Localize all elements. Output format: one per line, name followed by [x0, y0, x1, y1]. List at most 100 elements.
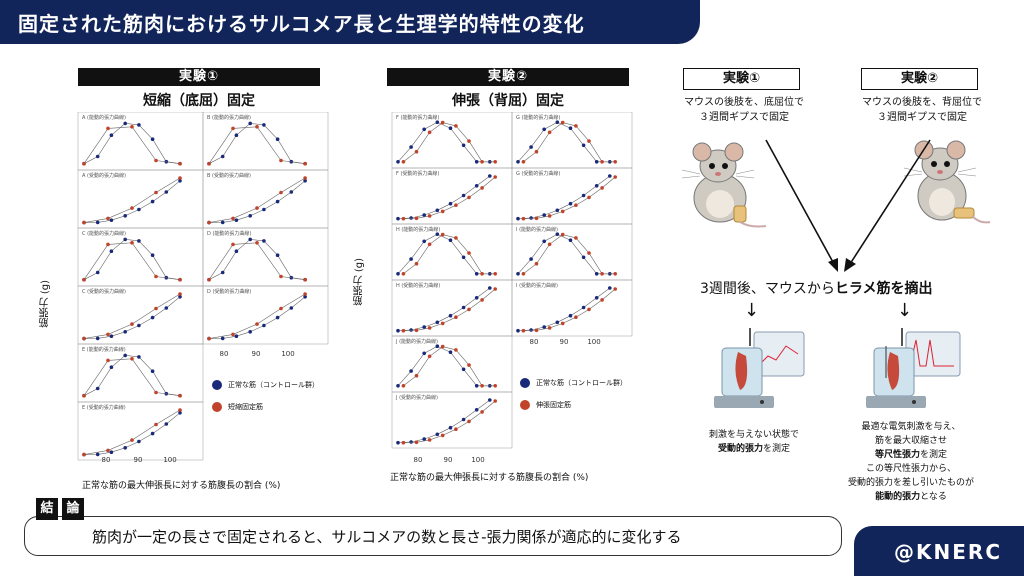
series-line: [208, 126, 306, 164]
data-point: [82, 336, 86, 341]
desc-line: 筋を最大収縮させ: [874, 436, 947, 446]
left-legend: 正常な筋（コントロール群） 短縮固定筋: [212, 380, 319, 424]
legend-dot-red: [520, 400, 530, 410]
data-point: [461, 143, 466, 148]
data-point: [82, 393, 86, 398]
data-point: [275, 199, 280, 204]
data-point: [427, 242, 432, 247]
series-line: [83, 296, 181, 339]
series-line: [403, 346, 496, 387]
data-point: [448, 350, 453, 354]
data-point: [303, 176, 307, 180]
data-point: [435, 320, 440, 325]
data-point: [164, 190, 169, 194]
data-point: [303, 161, 307, 166]
data-point: [150, 315, 155, 320]
series-line: [208, 177, 306, 223]
data-point: [220, 220, 225, 225]
data-point: [414, 149, 419, 154]
series-line: [403, 122, 496, 163]
active-tension-apparatus: [866, 328, 961, 408]
desc-text: を測定: [920, 450, 948, 460]
data-point: [613, 160, 617, 164]
data-point: [448, 425, 453, 430]
series-line: [403, 234, 496, 275]
data-point: [587, 251, 591, 255]
series-line: [397, 175, 490, 219]
x-tick-label: 80: [102, 456, 111, 464]
data-point: [480, 186, 484, 190]
data-point: [137, 207, 141, 212]
data-point: [178, 292, 182, 296]
data-point: [150, 369, 155, 374]
x-tick-label: 100: [163, 456, 176, 464]
desc-line: 等尺性張力を測定: [826, 448, 996, 462]
series-line: [83, 180, 181, 223]
panel-label: B (能動的張力曲線): [207, 114, 251, 121]
data-point: [130, 438, 134, 442]
series-line: [517, 175, 610, 219]
desc-line: この等尺性張力から、: [865, 464, 956, 474]
right-exp2-tag: 実験②: [861, 68, 978, 90]
data-point: [568, 313, 573, 318]
active-tension-desc: 最適な電気刺激を与え、 筋を最大収縮させ 等尺性張力を測定 この等尺性張力から、…: [826, 420, 996, 504]
data-point: [547, 214, 552, 218]
data-point: [560, 321, 565, 326]
plot-panel: F (受動的張力曲線): [391, 167, 513, 225]
data-point: [474, 160, 479, 164]
data-point: [521, 160, 526, 164]
data-point: [123, 330, 127, 334]
data-point: [396, 216, 400, 221]
data-point: [480, 410, 484, 414]
data-point: [95, 270, 100, 275]
data-point: [493, 399, 497, 403]
data-point: [613, 287, 617, 291]
data-point: [542, 213, 546, 217]
series-line: [83, 123, 181, 164]
data-point: [581, 255, 586, 260]
desc-line: 受動的張力を測定: [684, 442, 824, 456]
data-point: [542, 127, 546, 132]
data-point: [262, 123, 266, 127]
data-point: [467, 139, 471, 143]
data-point: [109, 133, 114, 137]
data-point: [587, 139, 591, 143]
mouse-dorsiflexed-illustration: [903, 140, 991, 224]
data-point: [542, 239, 546, 244]
right-exp1-desc: マウスの後肢を、底屈位で ３週間ギプスで固定: [664, 95, 824, 125]
data-point: [516, 160, 520, 164]
data-point: [594, 184, 599, 188]
x-tick-label: 90: [134, 456, 143, 464]
series-line: [208, 242, 306, 280]
data-point: [440, 232, 445, 237]
x-tick-label: 90: [444, 456, 453, 464]
data-point: [95, 220, 100, 225]
data-point: [123, 446, 127, 450]
data-point: [422, 437, 426, 441]
series-line: [83, 177, 181, 223]
data-point: [414, 261, 419, 266]
desc-bold: 等尺性張力: [874, 450, 920, 460]
right-exp1-tag: 実験①: [683, 68, 800, 90]
desc-bold: 能動的張力: [875, 492, 921, 502]
data-point: [440, 120, 445, 125]
panel-label: F (受動的張力曲線): [396, 170, 439, 177]
data-point: [493, 287, 497, 291]
series-line: [517, 121, 610, 163]
data-point: [594, 296, 599, 300]
data-point: [234, 334, 239, 338]
series-line: [397, 399, 490, 443]
data-point: [427, 130, 432, 135]
x-tick-label: 80: [530, 338, 539, 346]
data-point: [95, 452, 100, 457]
data-point: [454, 315, 458, 319]
data-point: [150, 431, 155, 436]
data-point: [409, 440, 413, 444]
data-point: [207, 220, 211, 225]
data-point: [289, 306, 294, 310]
data-point: [427, 326, 432, 330]
data-point: [600, 272, 604, 276]
data-point: [568, 126, 573, 130]
conclusion-box: [24, 516, 842, 556]
data-point: [529, 257, 533, 261]
